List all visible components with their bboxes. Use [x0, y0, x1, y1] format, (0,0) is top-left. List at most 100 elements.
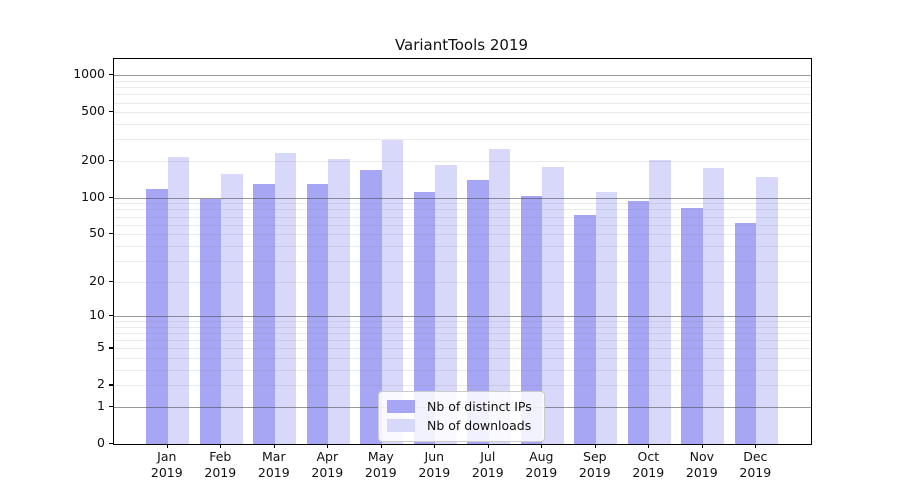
month-line: Oct: [637, 449, 660, 464]
x-tick-label-mar: Mar 2019: [242, 449, 306, 481]
x-tick-label-jan: Jan 2019: [135, 449, 199, 481]
year-line: 2019: [578, 465, 611, 480]
x-tick-label-sep: Sep 2019: [563, 449, 627, 481]
month-line: Apr: [316, 449, 339, 464]
y-tick-label-5: 5: [97, 339, 105, 355]
y-tick-mark-100: [109, 196, 113, 198]
year-line: 2019: [739, 465, 772, 480]
y-tick-label-50: 50: [89, 225, 105, 241]
bar-downloads-aug: [542, 167, 564, 444]
x-tick-label-may: May 2019: [349, 449, 413, 481]
x-tick-mark-jun: [434, 444, 436, 448]
year-line: 2019: [525, 465, 558, 480]
plot-area: Nb of distinct IPs Nb of downloads: [113, 58, 812, 445]
x-tick-mark-apr: [327, 444, 329, 448]
minor-gridline-800: [114, 87, 811, 89]
year-line: 2019: [471, 465, 504, 480]
legend: Nb of distinct IPs Nb of downloads: [378, 391, 545, 442]
bar-ips-mar: [253, 183, 275, 444]
y-tick-mark-1: [109, 406, 113, 408]
month-line: Jun: [424, 449, 445, 464]
bar-ips-jan: [146, 188, 168, 444]
legend-swatch-downloads: [387, 419, 415, 432]
year-line: 2019: [364, 465, 397, 480]
y-tick-label-200: 200: [81, 151, 105, 167]
year-line: 2019: [311, 465, 344, 480]
year-line: 2019: [257, 465, 290, 480]
x-tick-mark-nov: [701, 444, 703, 448]
month-line: Dec: [743, 449, 768, 464]
x-tick-label-jul: Jul 2019: [456, 449, 520, 481]
year-line: 2019: [204, 465, 237, 480]
x-tick-mark-jan: [166, 444, 168, 448]
legend-row-ips: Nb of distinct IPs: [387, 397, 532, 416]
y-tick-label-0: 0: [97, 435, 105, 450]
y-tick-mark-10: [109, 315, 113, 317]
chart-title: VariantTools 2019: [394, 36, 529, 54]
x-tick-mark-sep: [594, 444, 596, 448]
month-line: Jul: [480, 449, 496, 464]
x-tick-label-aug: Aug 2019: [509, 449, 573, 481]
month-line: Mar: [262, 449, 286, 464]
y-tick-label-1: 1: [97, 398, 105, 413]
minor-gridline-400: [114, 124, 811, 126]
y-tick-mark-50: [109, 233, 113, 235]
month-line: Jan: [157, 449, 177, 464]
minor-gridline-900: [114, 80, 811, 82]
year-line: 2019: [150, 465, 183, 480]
bar-downloads-oct: [649, 160, 671, 444]
y-tick-label-1000: 1000: [73, 66, 105, 82]
bar-downloads-jun: [435, 164, 457, 444]
x-tick-mark-aug: [541, 444, 543, 448]
minor-gridline-200: [114, 160, 811, 162]
bar-downloads-may: [381, 140, 404, 444]
minor-gridline-700: [114, 94, 811, 96]
x-tick-label-jun: Jun 2019: [402, 449, 466, 481]
bar-downloads-jan: [167, 156, 190, 444]
legend-label-ips: Nb of distinct IPs: [427, 399, 532, 414]
x-tick-mark-mar: [273, 444, 275, 448]
bar-downloads-jul: [488, 149, 511, 444]
bar-ips-nov: [681, 207, 703, 444]
bar-ips-jun: [413, 191, 436, 444]
bar-ips-apr: [306, 183, 329, 444]
minor-gridline-500: [114, 112, 811, 114]
month-line: Aug: [529, 449, 554, 464]
y-tick-label-2: 2: [97, 376, 105, 392]
x-tick-label-dec: Dec 2019: [723, 449, 787, 481]
bar-ips-aug: [520, 196, 543, 444]
y-tick-mark-5: [109, 347, 113, 349]
bar-downloads-feb: [221, 173, 243, 444]
bar-ips-oct: [627, 200, 650, 444]
x-tick-label-nov: Nov 2019: [670, 449, 734, 481]
legend-row-downloads: Nb of downloads: [387, 416, 532, 435]
bar-ips-jul: [467, 179, 489, 444]
x-tick-mark-may: [380, 444, 382, 448]
year-line: 2019: [418, 465, 451, 480]
y-tick-mark-1000: [109, 74, 113, 76]
legend-swatch-ips: [387, 400, 415, 413]
y-tick-mark-2: [109, 384, 113, 386]
y-tick-label-10: 10: [89, 307, 105, 323]
bar-downloads-nov: [702, 168, 725, 444]
minor-gridline-600: [114, 102, 811, 104]
x-tick-label-feb: Feb 2019: [188, 449, 252, 481]
bar-ips-feb: [199, 198, 222, 444]
year-line: 2019: [685, 465, 718, 480]
minor-gridline-300: [114, 139, 811, 141]
bar-ips-sep: [574, 215, 596, 444]
month-line: Sep: [583, 449, 607, 464]
month-line: May: [367, 449, 394, 464]
y-tick-label-20: 20: [89, 272, 105, 288]
bar-ips-dec: [734, 222, 757, 444]
y-tick-mark-0: [109, 443, 113, 445]
bar-downloads-dec: [756, 176, 778, 444]
x-tick-mark-dec: [755, 444, 757, 448]
bar-ips-may: [360, 169, 382, 444]
bar-downloads-apr: [328, 158, 350, 444]
x-tick-mark-jul: [487, 444, 489, 448]
x-tick-label-oct: Oct 2019: [616, 449, 680, 481]
month-line: Nov: [689, 449, 714, 464]
y-tick-label-500: 500: [81, 103, 105, 119]
